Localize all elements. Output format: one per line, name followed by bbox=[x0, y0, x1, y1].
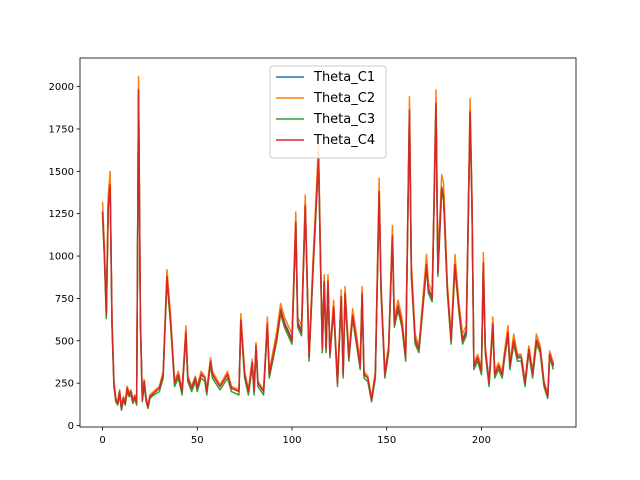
plot-area bbox=[101, 75, 555, 411]
y-tick-label: 1000 bbox=[49, 252, 74, 263]
y-tick-label: 500 bbox=[55, 336, 74, 347]
y-tick-label: 1250 bbox=[49, 209, 74, 220]
legend: Theta_C1 Theta_C2 Theta_C3 Theta_C4 bbox=[269, 65, 387, 159]
legend-label: Theta_C3 bbox=[313, 112, 375, 127]
legend-label: Theta_C4 bbox=[313, 133, 375, 148]
line-series bbox=[101, 89, 555, 410]
y-tick-label: 750 bbox=[55, 294, 74, 305]
x-tick-label: 0 bbox=[99, 435, 105, 446]
x-tick-label: 200 bbox=[472, 435, 491, 446]
x-tick-label: 100 bbox=[282, 435, 301, 446]
y-tick-label: 250 bbox=[55, 379, 74, 390]
y-tick-label: 2000 bbox=[49, 82, 74, 93]
axes-frame bbox=[79, 57, 577, 428]
y-tick-label: 1750 bbox=[49, 124, 74, 135]
x-tick-label: 150 bbox=[377, 435, 396, 446]
y-tick-label: 1500 bbox=[49, 167, 74, 178]
legend-box bbox=[269, 65, 387, 159]
legend-label: Theta_C2 bbox=[313, 91, 375, 106]
legend-label: Theta_C1 bbox=[313, 70, 375, 85]
x-tick-label: 50 bbox=[191, 435, 204, 446]
y-tick-label: 0 bbox=[68, 421, 74, 432]
